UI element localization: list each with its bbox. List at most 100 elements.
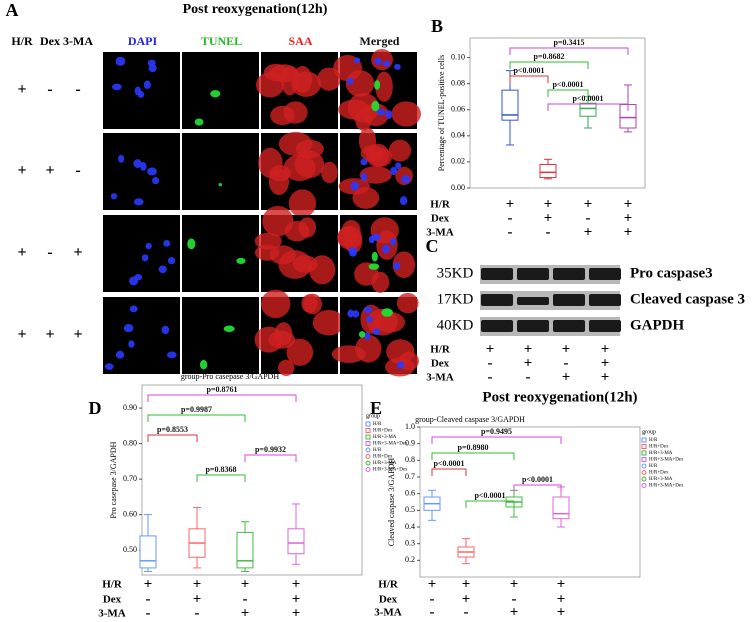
p-value: p<0.0001 <box>552 80 583 89</box>
blot-band <box>481 268 513 280</box>
group-sign: + <box>510 576 519 592</box>
cell <box>312 309 345 336</box>
cell <box>278 359 295 377</box>
cell <box>143 80 151 89</box>
box <box>552 496 570 520</box>
band-size: 17KD <box>437 291 474 307</box>
plot-frame <box>141 384 363 576</box>
plot-frame <box>469 37 646 189</box>
group-sign: + <box>524 341 533 357</box>
group-sign: + <box>562 341 571 357</box>
legend-swatch <box>641 470 647 475</box>
y-tick-label: 0.7 <box>405 472 415 481</box>
cell <box>309 255 336 285</box>
cell <box>344 231 363 254</box>
cell <box>393 261 401 271</box>
y-tick-label: 0.6 <box>405 488 415 497</box>
p-value: p=0.9932 <box>255 445 286 454</box>
legend-label: H/R+Dex <box>373 455 393 460</box>
group-row-label: Dex <box>379 594 398 606</box>
legend-swatch <box>365 428 371 433</box>
cell <box>110 193 118 200</box>
p-value: p<0.0001 <box>572 94 603 103</box>
cell <box>298 217 317 238</box>
row-sign: + <box>45 326 54 343</box>
p-value: p=0.9987 <box>181 405 212 414</box>
legend-label: H/R+3-MA+Dex <box>649 484 684 489</box>
significance-bracket <box>431 468 467 476</box>
group-sign: + <box>601 369 610 385</box>
box <box>579 102 597 117</box>
group-row-label: Dex <box>431 358 450 370</box>
p-value: p<0.0001 <box>513 66 544 75</box>
box <box>539 164 557 179</box>
legend-label: H/R+Dex <box>373 429 393 434</box>
group-sign: + <box>510 604 519 620</box>
group-row-label: 3-MA <box>374 607 402 619</box>
cell <box>371 100 380 112</box>
legend-swatch <box>365 441 371 446</box>
y-axis-label: Percentage of TUNEL-positive cells <box>437 55 446 171</box>
cell <box>283 154 316 182</box>
cell <box>141 254 149 262</box>
cell <box>391 101 421 127</box>
legend-title: group <box>366 413 380 419</box>
group-sign: + <box>601 355 610 371</box>
chart-title: group-Cleaved caspase 3/GAPDH <box>415 415 525 424</box>
cell <box>199 359 208 370</box>
panel-heading: Post reoxygenation(12h) <box>482 389 637 405</box>
group-sign: + <box>624 210 633 226</box>
significance-bracket <box>431 436 562 444</box>
group-sign: - <box>488 355 493 371</box>
cell <box>348 247 358 254</box>
y-tick-label: 0.02 <box>451 157 465 166</box>
blot-band <box>589 294 621 306</box>
group-sign: + <box>292 605 301 621</box>
group-sign: + <box>584 224 593 240</box>
blot-band <box>517 297 549 305</box>
cell <box>210 90 221 98</box>
cell <box>394 63 401 70</box>
y-tick-label: 0.90 <box>123 403 137 412</box>
row-sign: + <box>73 326 82 343</box>
cell <box>338 99 371 120</box>
y-axis-label: Cleaved caspase 3/GAPDH <box>387 458 396 547</box>
row-sign: + <box>45 162 54 179</box>
cell <box>369 147 392 167</box>
column-header: SAA <box>288 34 312 48</box>
cell <box>401 175 411 184</box>
p-value: p<0.0001 <box>522 475 553 484</box>
legend-swatch <box>365 460 371 466</box>
legend-label: H/R+3-MA <box>649 477 673 482</box>
cell <box>260 289 291 319</box>
legend-swatch <box>365 454 371 459</box>
y-tick-label: 0.9 <box>405 438 415 447</box>
significance-bracket <box>547 89 589 97</box>
group-sign: + <box>144 576 153 592</box>
micrograph <box>182 52 259 129</box>
blot-band <box>589 320 621 332</box>
y-tick-label: 0.3 <box>405 538 415 547</box>
panel-label: C <box>426 236 439 256</box>
row-sign: + <box>17 326 26 343</box>
cell <box>390 238 397 246</box>
significance-bracket <box>509 75 549 83</box>
cell <box>218 182 223 187</box>
group-sign: + <box>193 576 202 592</box>
box <box>501 89 519 121</box>
row-sign: - <box>75 81 80 98</box>
group-sign: + <box>557 576 566 592</box>
significance-bracket <box>244 454 297 462</box>
cell <box>115 56 126 66</box>
cell <box>376 108 386 116</box>
legend-swatch <box>641 457 647 462</box>
group-sign: + <box>624 196 633 212</box>
group-sign: + <box>584 196 593 212</box>
cell <box>262 206 294 237</box>
group-sign: - <box>508 224 513 240</box>
micrograph <box>103 215 180 292</box>
cell <box>111 83 122 91</box>
legend-swatch <box>641 476 647 482</box>
blot-band <box>481 294 513 306</box>
